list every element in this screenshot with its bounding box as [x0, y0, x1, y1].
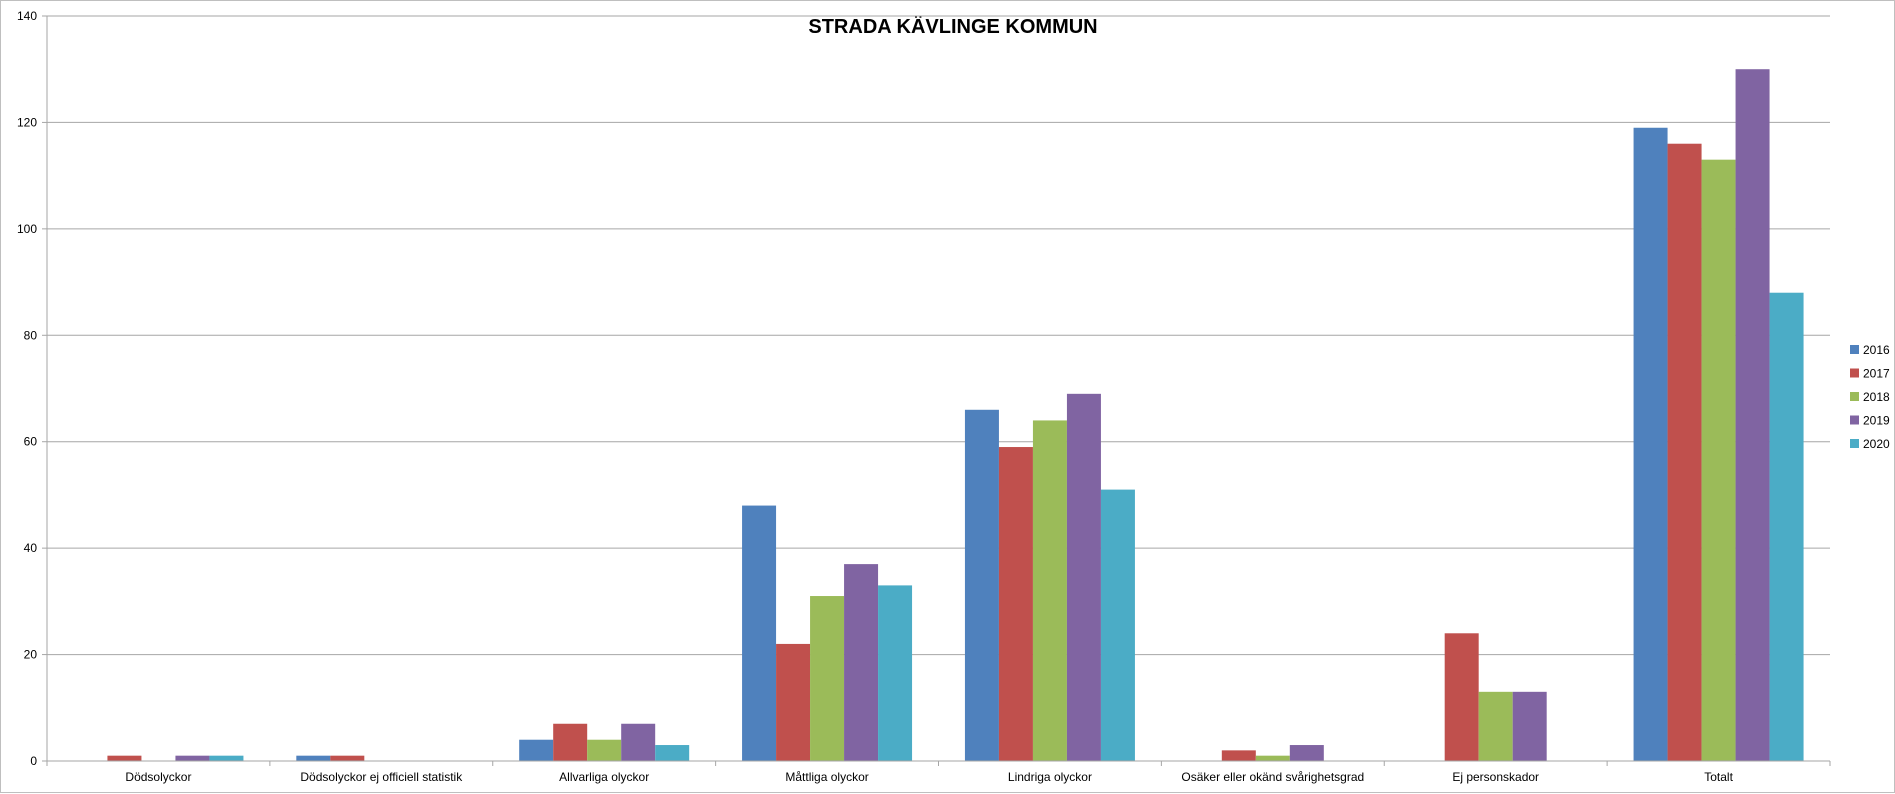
chart-title: STRADA KÄVLINGE KOMMUN: [808, 15, 1097, 38]
legend-label: 2020: [1863, 437, 1890, 451]
bar-2018: [810, 596, 845, 761]
y-tick-label: 120: [17, 115, 37, 129]
bars: [107, 69, 1804, 761]
x-category-label: Lindriga olyckor: [1008, 770, 1092, 784]
x-category-label: Osäker eller okänd svårighetsgrad: [1181, 770, 1364, 784]
bar-2019: [844, 564, 879, 761]
bar-2016: [296, 755, 331, 761]
bar-2020: [655, 745, 690, 761]
legend-swatch: [1850, 392, 1859, 401]
y-tick-label: 80: [24, 328, 38, 342]
x-category-label: Allvarliga olyckor: [559, 770, 649, 784]
bar-2019: [621, 723, 656, 761]
x-category-label: Totalt: [1704, 770, 1733, 784]
y-tick-label: 60: [24, 435, 38, 449]
bar-2018: [1478, 691, 1513, 761]
gridlines: [47, 15, 1830, 762]
x-category-label: Dödsolyckor ej officiell statistik: [300, 770, 463, 784]
y-tick-label: 0: [30, 754, 37, 768]
bar-2019: [1735, 69, 1770, 761]
bar-2016: [1633, 127, 1668, 761]
bar-2018: [1032, 420, 1067, 761]
bar-2020: [1100, 489, 1135, 761]
legend-swatch: [1850, 439, 1859, 448]
bar-2018: [1701, 159, 1736, 761]
bar-2017: [1444, 633, 1479, 761]
x-category-label: Måttliga olyckor: [785, 770, 868, 784]
bar-2017: [998, 447, 1033, 761]
bar-2018: [587, 739, 622, 761]
bar-2017: [1667, 143, 1702, 761]
x-category-label: Ej personskador: [1452, 770, 1539, 784]
bar-2016: [742, 505, 777, 761]
bar-2019: [1066, 393, 1101, 761]
axes: 0 20 40 60 80 100 120 140 Dödsolyckor Dödsolyckor…: [17, 9, 1831, 784]
bar-2016: [519, 739, 554, 761]
bar-2020: [1769, 292, 1804, 761]
bar-2017: [776, 643, 811, 761]
bar-2017: [553, 723, 588, 761]
bar-2020: [209, 755, 244, 761]
legend-swatch: [1850, 415, 1859, 425]
y-tick-label: 20: [24, 648, 38, 662]
bar-2017: [330, 755, 365, 761]
legend-label: 2017: [1863, 367, 1890, 381]
bar-2020: [878, 585, 913, 761]
legend-label: 2016: [1863, 343, 1890, 357]
bar-2019: [175, 755, 210, 761]
y-tick-label: 100: [17, 222, 37, 236]
y-tick-label: 140: [17, 9, 37, 23]
x-category-label: Dödsolyckor: [125, 770, 191, 784]
legend: 2016 2017 2018 2019 2020: [1850, 343, 1890, 451]
legend-swatch: [1850, 368, 1859, 378]
legend-label: 2018: [1863, 390, 1890, 404]
legend-swatch: [1850, 345, 1859, 354]
y-tick-label: 40: [24, 541, 38, 555]
bar-2017: [107, 755, 142, 761]
bar-2019: [1289, 745, 1324, 761]
bar-2017: [1221, 750, 1256, 761]
legend-label: 2019: [1863, 414, 1890, 428]
bar-2018: [1255, 755, 1290, 761]
bar-2016: [964, 409, 999, 761]
bar-2019: [1512, 691, 1547, 761]
